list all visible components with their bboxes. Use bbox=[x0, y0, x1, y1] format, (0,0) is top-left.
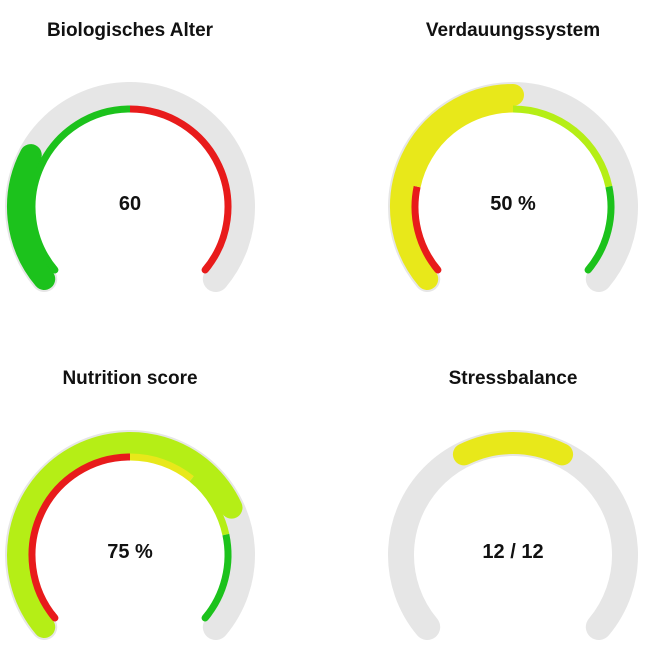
gauge-dial bbox=[388, 82, 638, 292]
gauge-title: Nutrition score bbox=[62, 368, 198, 389]
gauge-band-yellow bbox=[129, 453, 194, 482]
gauge-value-label: 75 % bbox=[107, 541, 153, 563]
gauge-band-green bbox=[585, 185, 615, 273]
gauge-band-green bbox=[202, 533, 232, 621]
gauge-track bbox=[388, 430, 638, 640]
gauge-band-red bbox=[129, 105, 232, 273]
gauge-band-green bbox=[28, 105, 131, 273]
gauge-band-end-cap bbox=[584, 262, 595, 274]
gauge-band-lime bbox=[512, 105, 613, 188]
gauge-dial bbox=[388, 430, 638, 640]
gauge-band-red bbox=[411, 185, 441, 273]
gauge-band-yellow bbox=[413, 105, 514, 188]
gauge-verdauungssystem: Verdauungssystem 50 % bbox=[383, 0, 650, 320]
gauge-value-label: 50 % bbox=[490, 193, 536, 215]
gauge-band-start-cap bbox=[48, 262, 59, 274]
gauge-band-start-cap bbox=[48, 610, 59, 622]
gauge-band-start-cap bbox=[431, 262, 442, 274]
gauge-grid: Biologisches Alter 60 Verdauungssystem 5… bbox=[0, 0, 650, 640]
gauge-band-end-cap bbox=[201, 262, 212, 274]
gauge-title: Stressbalance bbox=[448, 368, 578, 389]
gauge-value-indicator bbox=[390, 84, 524, 290]
gauge-dial bbox=[5, 430, 255, 640]
gauge-title: Biologisches Alter bbox=[46, 20, 214, 41]
gauge-stressbalance: Stressbalance 12 / 12 bbox=[383, 348, 650, 668]
gauge-value-label: 60 bbox=[118, 193, 142, 215]
gauge-value-indicator bbox=[7, 432, 243, 638]
gauge-value-indicator bbox=[7, 144, 56, 290]
gauge-dial bbox=[5, 82, 255, 292]
gauge-value-indicator bbox=[452, 432, 574, 466]
gauge-band-end-cap bbox=[201, 610, 212, 622]
gauge-track bbox=[5, 82, 255, 292]
gauge-band-lime bbox=[189, 476, 230, 536]
gauge-title: Verdauungssystem bbox=[425, 20, 601, 41]
gauge-nutrition-score: Nutrition score 75 % bbox=[0, 348, 300, 668]
gauge-band-red bbox=[28, 453, 131, 621]
gauge-biologisches-alter: Biologisches Alter 60 bbox=[0, 0, 300, 320]
gauge-value-label: 12 / 12 bbox=[482, 541, 544, 563]
